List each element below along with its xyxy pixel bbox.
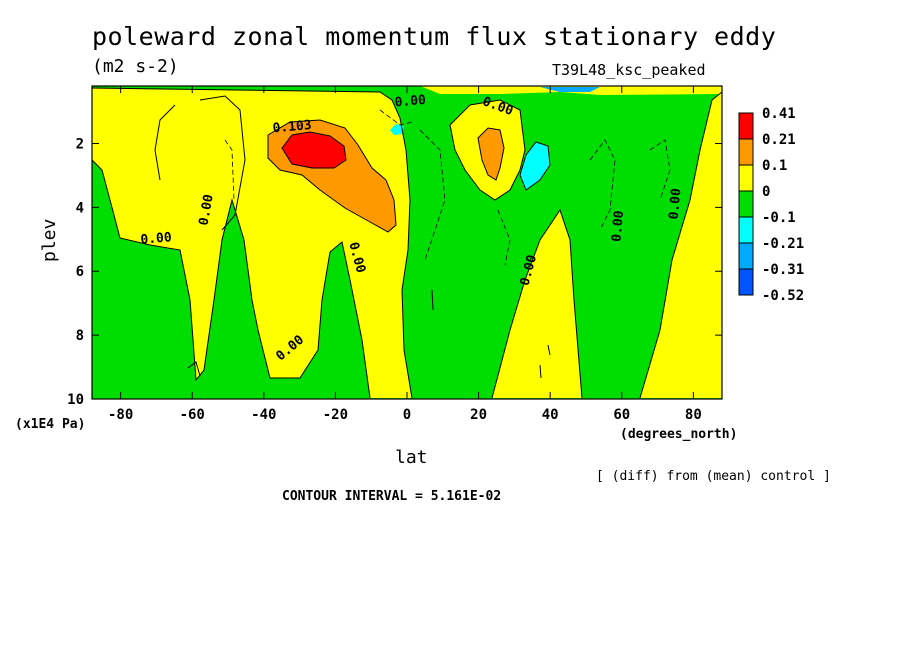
colorbar-label: -0.21 — [762, 236, 804, 252]
fill-red-core — [282, 132, 346, 168]
x-axis-label: lat — [395, 447, 428, 468]
fill-blue-top — [540, 87, 600, 92]
colorbar-swatch — [738, 112, 754, 140]
x-tick-label: -40 — [251, 407, 276, 423]
colorbar-label: 0.21 — [762, 132, 796, 148]
colorbar-swatch — [738, 190, 754, 218]
units-label: (m2 s-2) — [92, 56, 179, 77]
axis-ticks — [92, 86, 722, 400]
x-tick-label: -60 — [180, 407, 205, 423]
y-tick-label: 8 — [76, 328, 84, 344]
y-tick-label: 2 — [76, 136, 84, 152]
tick-labels: -80 -60 -40 -20 0 20 40 60 80 2 4 6 8 10 — [67, 136, 702, 423]
negative-contours — [224, 109, 671, 266]
y-axis-unit: (x1E4 Pa) — [15, 417, 85, 432]
colorbar-swatch — [738, 164, 754, 192]
x-tick-label: -80 — [108, 407, 133, 423]
x-tick-label: 60 — [613, 407, 630, 423]
contour-label: 0.00 — [609, 210, 627, 243]
fill-cyan-small — [390, 124, 404, 135]
colorbar-label: 0.1 — [762, 158, 787, 174]
x-tick-label: 0 — [403, 407, 411, 423]
colorbar-label: -0.31 — [762, 262, 804, 278]
y-tick-label: 4 — [76, 200, 84, 216]
contour-label: 0.00 — [667, 187, 685, 220]
y-axis-label: plev — [39, 219, 60, 262]
fill-orange-north — [478, 128, 504, 180]
contour-label: 0.103 — [272, 118, 312, 136]
contour-lines — [92, 87, 722, 399]
contour-label: 0.00 — [394, 93, 427, 111]
contour-label: 0.00 — [140, 230, 173, 248]
colorbar-label: -0.1 — [762, 210, 796, 226]
colorbar-label: 0.41 — [762, 106, 796, 122]
fill-cyan-north — [520, 142, 550, 190]
colorbar-swatch — [738, 138, 754, 166]
x-tick-label: 80 — [685, 407, 702, 423]
colorbar-swatch — [738, 242, 754, 270]
contour-field — [92, 86, 722, 399]
colorbar-label: -0.52 — [762, 288, 804, 304]
colorbar: 0.41 0.21 0.1 0 -0.1 -0.21 -0.31 -0.52 — [738, 106, 804, 304]
contour-interval: CONTOUR INTERVAL = 5.161E-02 — [282, 489, 502, 504]
colorbar-swatch — [738, 216, 754, 244]
colorbar-label: 0 — [762, 184, 770, 200]
colorbar-swatch — [738, 268, 754, 296]
run-label: T39L48_ksc_peaked — [552, 61, 706, 79]
x-tick-label: 40 — [542, 407, 559, 423]
x-tick-label: 20 — [470, 407, 487, 423]
fill-yellow-north2 — [640, 92, 722, 398]
x-axis-unit: (degrees_north) — [620, 427, 737, 442]
x-tick-label: -20 — [323, 407, 348, 423]
diff-note: [ (diff) from (mean) control ] — [596, 469, 831, 484]
fill-yellow-north — [492, 210, 582, 398]
chart-title: poleward zonal momentum flux stationary … — [92, 22, 777, 51]
y-tick-label: 10 — [67, 392, 84, 408]
y-tick-label: 6 — [76, 264, 84, 280]
contour-label: 0.00 — [197, 193, 217, 227]
